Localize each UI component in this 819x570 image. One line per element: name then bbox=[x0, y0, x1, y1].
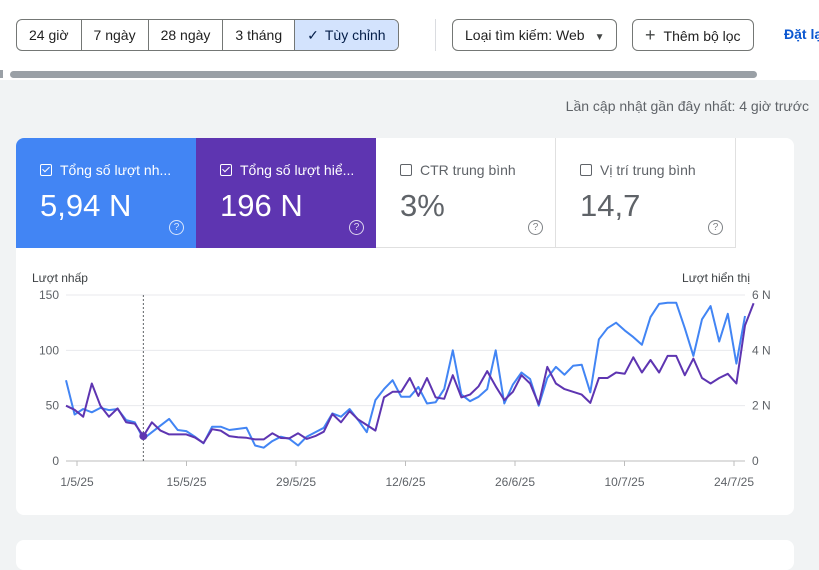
left-tick-label: 100 bbox=[39, 343, 59, 357]
right-tick-label: 6 N bbox=[752, 288, 771, 302]
dropdown-arrow-icon: ▼ bbox=[594, 32, 605, 43]
checkbox-icon[interactable] bbox=[400, 164, 412, 176]
checkbox-icon[interactable] bbox=[220, 164, 232, 176]
date-range-7d-button[interactable]: 7 ngày bbox=[82, 20, 149, 50]
right-tick-label: 4 N bbox=[752, 343, 771, 357]
metric-label: Vị trí trung bình bbox=[600, 162, 696, 178]
metric-value: 14,7 bbox=[580, 188, 641, 223]
metric-value: 5,94 N bbox=[40, 188, 132, 223]
help-icon[interactable]: ? bbox=[169, 220, 184, 235]
date-range-custom-button[interactable]: ✓ Tùy chỉnh bbox=[295, 20, 398, 50]
checkbox-icon[interactable] bbox=[580, 164, 592, 176]
impressions-series-line bbox=[65, 302, 755, 444]
help-icon[interactable]: ? bbox=[708, 220, 723, 235]
clicks-series-line bbox=[65, 301, 746, 449]
left-tick-label: 50 bbox=[46, 399, 60, 413]
scroll-left-icon[interactable] bbox=[0, 70, 3, 78]
reset-filters-link[interactable]: Đặt lạ bbox=[784, 26, 819, 42]
performance-chart[interactable]: Lượt nhấp Lượt hiển thị 150 6 N 100 4 N 50 2 N 0… bbox=[16, 262, 786, 502]
x-tick-label: 1/5/25 bbox=[60, 475, 94, 489]
metric-tile-position[interactable]: Vị trí trung bình 14,7 ? bbox=[556, 138, 736, 248]
performance-card: Tổng số lượt nh... 5,94 N ? Tổng số lượt… bbox=[16, 138, 794, 515]
add-filter-button[interactable]: + Thêm bộ lọc bbox=[632, 19, 754, 51]
left-tick-label: 150 bbox=[39, 288, 59, 302]
left-tick-label: 0 bbox=[52, 454, 59, 468]
right-axis-label: Lượt hiển thị bbox=[682, 271, 750, 285]
left-axis-label: Lượt nhấp bbox=[32, 271, 88, 285]
x-tick-label: 10/7/25 bbox=[604, 475, 644, 489]
x-tick-label: 12/6/25 bbox=[385, 475, 425, 489]
horizontal-scrollbar[interactable] bbox=[0, 68, 819, 80]
check-icon: ✓ bbox=[307, 27, 319, 43]
divider bbox=[435, 19, 436, 51]
divider bbox=[376, 247, 736, 248]
hover-marker-dot bbox=[139, 432, 148, 441]
chart-svg: Lượt nhấp Lượt hiển thị 150 6 N 100 4 N 50 2 N 0… bbox=[32, 271, 771, 489]
date-range-28d-button[interactable]: 28 ngày bbox=[149, 20, 224, 50]
x-tick-label: 15/5/25 bbox=[166, 475, 206, 489]
metric-label: Tổng số lượt nh... bbox=[60, 162, 172, 178]
x-tick-label: 24/7/25 bbox=[714, 475, 754, 489]
checkbox-icon[interactable] bbox=[40, 164, 52, 176]
metric-tile-impressions[interactable]: Tổng số lượt hiể... 196 N ? bbox=[196, 138, 376, 248]
date-range-3m-button[interactable]: 3 tháng bbox=[223, 20, 296, 50]
right-tick-label: 2 N bbox=[752, 399, 771, 413]
metric-value: 3% bbox=[400, 188, 445, 223]
metric-value: 196 N bbox=[220, 188, 303, 223]
metric-tile-ctr[interactable]: CTR trung bình 3% ? bbox=[376, 138, 556, 248]
last-updated-text: Lần cập nhật gần đây nhất: 4 giờ trước bbox=[565, 98, 809, 114]
x-tick-label: 29/5/25 bbox=[276, 475, 316, 489]
filter-bar: 24 giờ 7 ngày 28 ngày 3 tháng ✓ Tùy chỉnh… bbox=[0, 0, 819, 68]
metric-label: CTR trung bình bbox=[420, 162, 516, 178]
help-icon[interactable]: ? bbox=[349, 220, 364, 235]
help-icon[interactable]: ? bbox=[528, 220, 543, 235]
scrollbar-thumb[interactable] bbox=[10, 71, 757, 78]
right-tick-label: 0 bbox=[752, 454, 759, 468]
metric-label: Tổng số lượt hiể... bbox=[240, 162, 355, 178]
date-range-selector: 24 giờ 7 ngày 28 ngày 3 tháng ✓ Tùy chỉnh bbox=[16, 19, 399, 51]
next-card bbox=[16, 540, 794, 570]
metric-tile-clicks[interactable]: Tổng số lượt nh... 5,94 N ? bbox=[16, 138, 196, 248]
plus-icon: + bbox=[645, 25, 656, 45]
date-range-24h-button[interactable]: 24 giờ bbox=[17, 20, 82, 50]
search-type-dropdown[interactable]: Loại tìm kiếm: Web ▼ bbox=[452, 19, 618, 51]
x-tick-label: 26/6/25 bbox=[495, 475, 535, 489]
